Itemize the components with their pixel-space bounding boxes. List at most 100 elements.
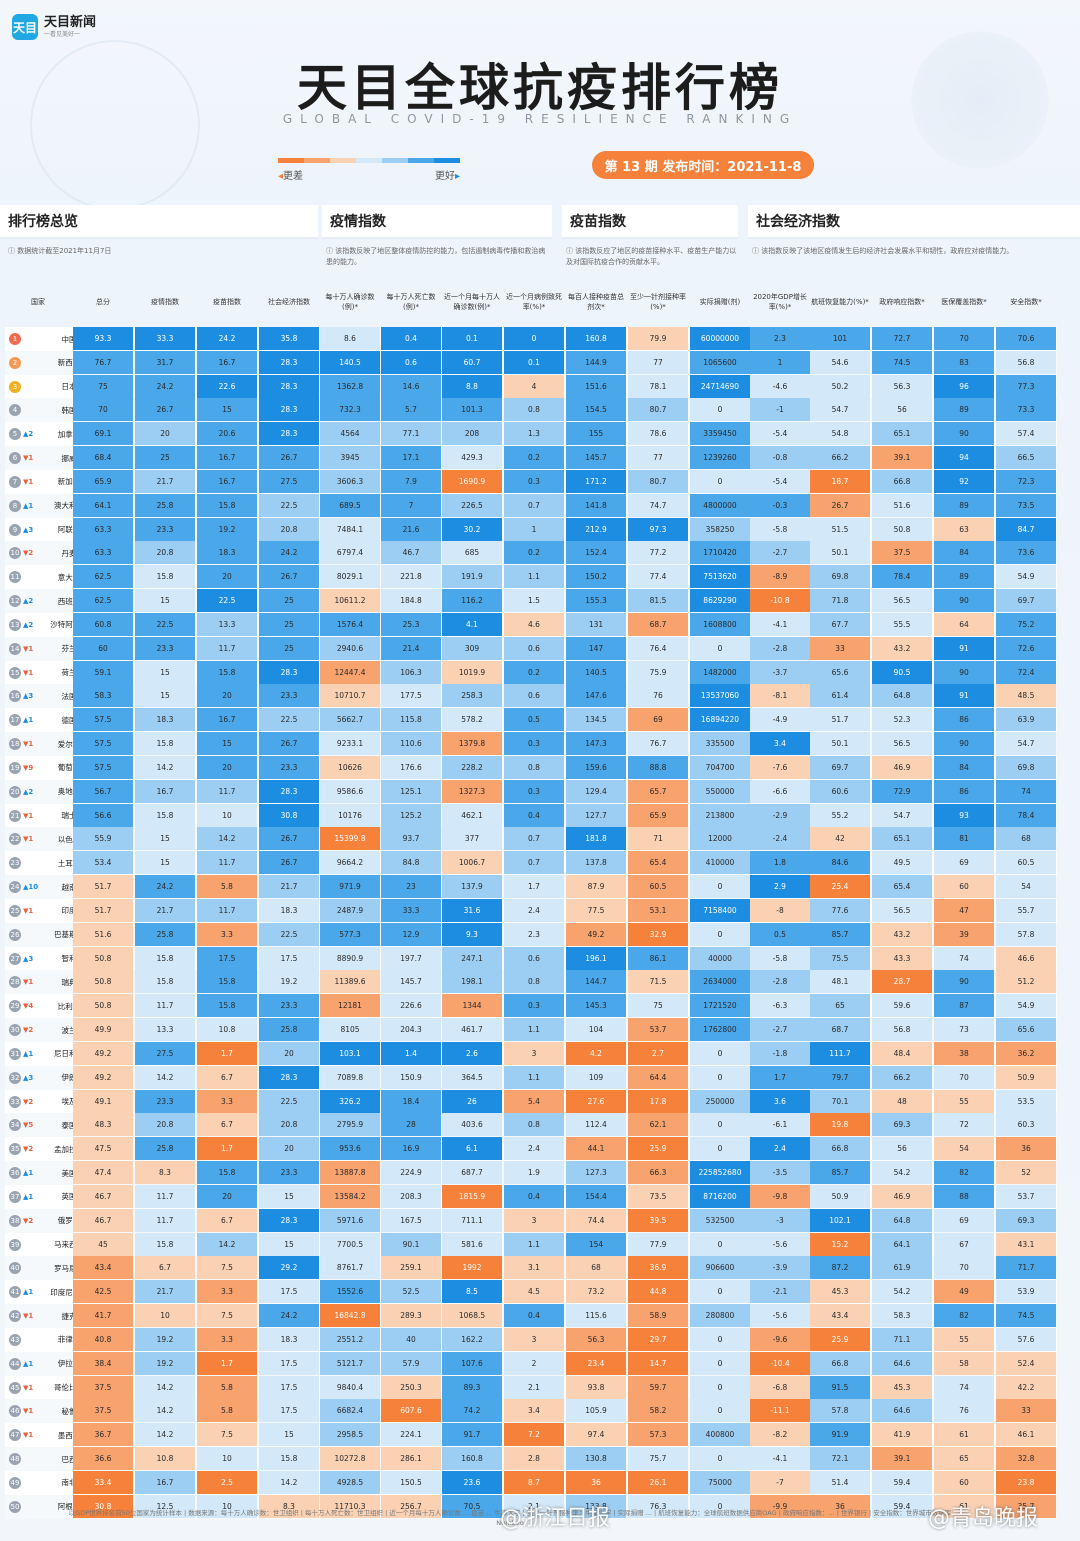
table-cell: 74: [934, 1375, 994, 1399]
table-cell: 26.7: [135, 398, 195, 422]
country-name: 墨西哥: [57, 1430, 81, 1440]
table-cell: 2.1: [504, 1375, 564, 1399]
table-cell: 53.4: [73, 851, 133, 875]
table-cell: 1.4: [381, 1041, 441, 1065]
column-header: 总分: [96, 298, 110, 306]
table-cell: 22.5: [259, 922, 319, 946]
rank-badge: 36: [9, 1167, 21, 1180]
table-cell: 77: [628, 350, 688, 374]
table-cell: 400800: [690, 1423, 750, 1447]
table-cell: 212.9: [566, 517, 626, 541]
rank-badge: 27: [9, 952, 21, 965]
table-cell: 19.2: [135, 1351, 195, 1375]
country-name: 巴西: [61, 1454, 77, 1464]
table-cell: 23.3: [135, 1089, 195, 1113]
table-cell: 3945: [320, 446, 380, 470]
table-cell: 20.8: [135, 541, 195, 565]
table-cell: 21.7: [259, 875, 319, 899]
table-cell: 43.4: [73, 1256, 133, 1280]
table-cell: 54: [996, 875, 1056, 899]
rank-badge: 41: [9, 1286, 21, 1299]
table-row: 19 ▼9 葡萄牙 57.5 14.2 20 23.3 10626 176.6 228.2 0.8 1…: [5, 755, 1057, 780]
rank-badge: 9: [9, 523, 21, 536]
table-cell: -5.8: [750, 946, 810, 970]
table-cell: 25: [259, 636, 319, 660]
table-cell: 75.5: [810, 946, 870, 970]
table-cell: 27.5: [135, 1041, 195, 1065]
rank-change: ▼2: [23, 1097, 34, 1106]
table-row: 4 韩国 70 26.7 15 28.3 732.3 5.7 101.3 0.8 154.5 80.7…: [5, 398, 1057, 423]
table-cell: 2.4: [504, 898, 564, 922]
table-cell: 25.4: [810, 875, 870, 899]
table-cell: 28.3: [259, 1065, 319, 1089]
rank-change: ▲1: [23, 1049, 34, 1058]
table-cell: 9664.2: [320, 851, 380, 875]
table-cell: 65.1: [872, 827, 932, 851]
table-cell: 66.8: [810, 1137, 870, 1161]
table-cell: 151.6: [566, 374, 626, 398]
country-name: 巴基斯坦: [54, 930, 84, 940]
table-cell: 50.8: [73, 946, 133, 970]
country-name: 芬兰: [61, 644, 77, 654]
table-cell: 90: [934, 732, 994, 756]
rank-change: ▼1: [23, 1383, 34, 1392]
table-cell: 134.5: [566, 708, 626, 732]
rank-badge: 49: [9, 1476, 21, 1489]
country-name: 俄罗斯: [57, 1216, 81, 1226]
table-cell: -2.1: [750, 1280, 810, 1304]
table-cell: 45.3: [872, 1375, 932, 1399]
table-cell: 47: [934, 898, 994, 922]
table-cell: 60: [934, 1470, 994, 1494]
table-cell: 16.7: [135, 1470, 195, 1494]
table-cell: 2.7: [628, 1041, 688, 1065]
table-cell: 8716200: [690, 1184, 750, 1208]
table-cell: 25.9: [628, 1137, 688, 1161]
table-cell: 27.6: [566, 1089, 626, 1113]
table-cell: 247.1: [442, 946, 502, 970]
table-cell: 89: [934, 565, 994, 589]
table-cell: 3: [504, 1327, 564, 1351]
table-cell: 150.5: [381, 1470, 441, 1494]
table-row: 6 ▼1 挪威 68.4 25 16.7 26.7 3945 17.1 429.3 0.2 145.7…: [5, 446, 1057, 471]
table-cell: 56.7: [73, 779, 133, 803]
table-cell: 60: [934, 875, 994, 899]
table-cell: 66.5: [996, 446, 1056, 470]
table-cell: 0: [690, 1447, 750, 1470]
table-cell: 1690.9: [442, 469, 502, 493]
table-cell: 11.7: [197, 779, 257, 803]
table-cell: 581.6: [442, 1232, 502, 1256]
table-cell: 17.1: [381, 446, 441, 470]
table-row: 5 ▲2 加拿大 69.1 20 20.6 28.3 4564 77.1 208 1.3 155 78.…: [5, 422, 1057, 447]
table-cell: 9.3: [442, 922, 502, 946]
column-header: 至少一针剂接种率(%)*: [630, 293, 686, 311]
table-cell: 16.7: [135, 779, 195, 803]
table-cell: 11.7: [135, 1208, 195, 1232]
table-cell: 0: [504, 327, 564, 350]
table-cell: 155: [566, 422, 626, 446]
table-cell: 82: [934, 1304, 994, 1328]
table-cell: 67: [934, 1232, 994, 1256]
table-cell: 1068.5: [442, 1304, 502, 1328]
country-name: 瑞典: [61, 977, 77, 987]
country-name: 伊朗: [61, 1073, 77, 1083]
table-cell: 0.6: [381, 350, 441, 374]
table-cell: 550000: [690, 779, 750, 803]
table-cell: 15: [135, 684, 195, 708]
table-cell: 64.6: [872, 1351, 932, 1375]
country-name: 南非: [61, 1478, 77, 1488]
table-cell: 47.5: [73, 1137, 133, 1161]
table-cell: 18.4: [381, 1089, 441, 1113]
table-cell: 9586.6: [320, 779, 380, 803]
table-cell: 607.6: [381, 1399, 441, 1423]
page-subtitle: GLOBAL COVID-19 RESILIENCE RANKING: [282, 112, 798, 126]
table-cell: 12.9: [381, 922, 441, 946]
table-cell: 16.7: [197, 446, 257, 470]
table-cell: 66.2: [872, 1065, 932, 1089]
table-cell: 9233.1: [320, 732, 380, 756]
rank-change: ▼1: [23, 978, 34, 987]
table-cell: 144.9: [566, 350, 626, 374]
table-cell: 1815.9: [442, 1184, 502, 1208]
table-cell: 4.1: [442, 612, 502, 636]
table-cell: 69.1: [73, 422, 133, 446]
